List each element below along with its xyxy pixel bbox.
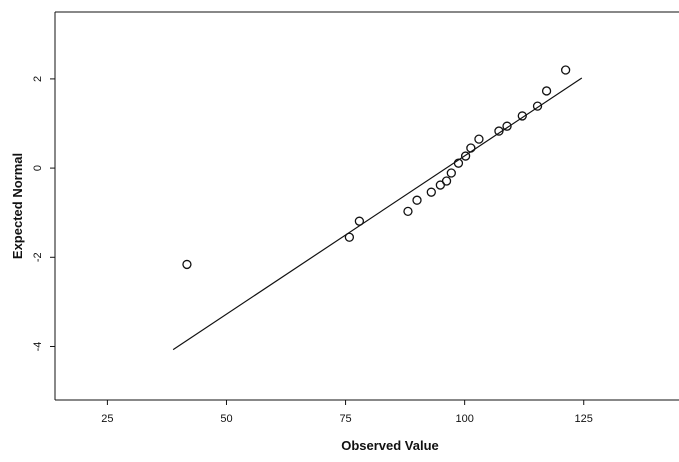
- point: [427, 188, 435, 196]
- chart: Observed Value Expected Normal 25 50 75 100…: [0, 0, 679, 457]
- reference-line: [173, 78, 582, 350]
- x-axis-label: Observed Value: [341, 438, 439, 453]
- point: [462, 152, 470, 160]
- y-tick-label: -4: [32, 342, 44, 352]
- y-tick-label: -2: [32, 252, 44, 262]
- point: [183, 260, 191, 268]
- y-tick-label: 0: [32, 165, 44, 171]
- point: [467, 144, 475, 152]
- x-tick-label: 25: [101, 413, 113, 425]
- y-axis-label: Expected Normal: [10, 153, 25, 259]
- point: [404, 207, 412, 215]
- x-tick-label: 125: [575, 413, 593, 425]
- point: [562, 66, 570, 74]
- x-tick-label: 75: [339, 413, 351, 425]
- point: [345, 233, 353, 241]
- x-tick-label: 100: [455, 413, 473, 425]
- y-tick-label: 2: [32, 76, 44, 82]
- point: [475, 135, 483, 143]
- point: [543, 87, 551, 95]
- point: [413, 196, 421, 204]
- x-tick-label: 50: [220, 413, 232, 425]
- point: [443, 177, 451, 185]
- point: [355, 217, 363, 225]
- point: [447, 169, 455, 177]
